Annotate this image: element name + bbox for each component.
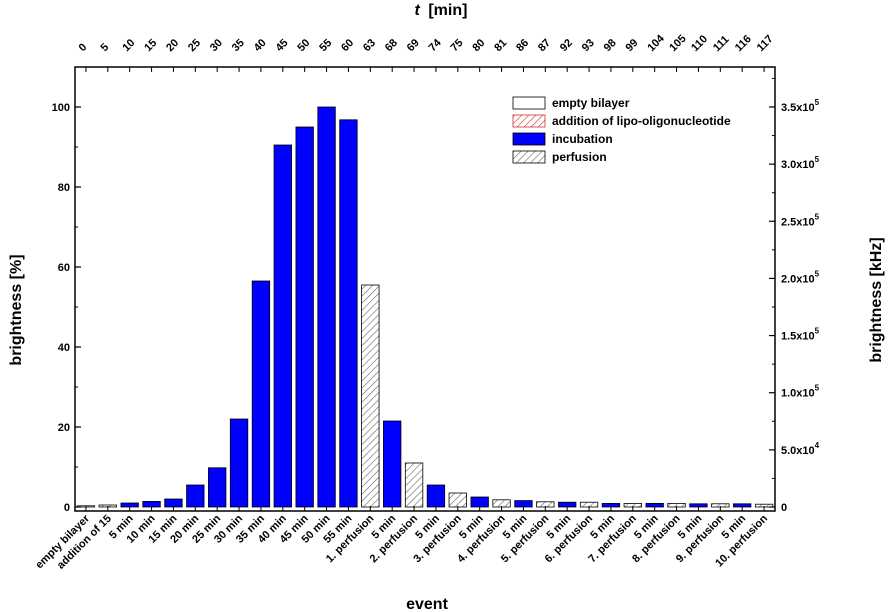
y2-tick-exponent: 5 — [815, 212, 820, 221]
y-tick-label: 80 — [58, 182, 70, 194]
bar-incubation — [339, 119, 358, 508]
legend-label-addition: addition of lipo-oligonucleotide — [552, 114, 731, 128]
y2-tick-label: 3.5x105 — [781, 98, 820, 114]
y2-tick-exponent: 5 — [815, 269, 820, 278]
legend-label-incubation: incubation — [552, 132, 613, 146]
top-tick-label: 55 — [317, 37, 334, 54]
top-tick-label: 104 — [645, 32, 667, 54]
plot-frame — [74, 66, 776, 512]
bar-incubation — [251, 280, 271, 508]
top-axis-title-symbol: t — [415, 2, 421, 19]
top-tick-label: 10 — [120, 37, 137, 54]
y-tick-label: 100 — [52, 102, 70, 114]
y2-tick-label: 0 — [781, 502, 787, 514]
top-tick-label: 40 — [252, 37, 269, 54]
y2-tick-label: 2.0x105 — [781, 269, 820, 285]
top-tick-label: 5 — [98, 41, 111, 54]
legend-swatch-incubation — [512, 132, 546, 146]
bar-perfusion — [492, 499, 511, 508]
y2-tick-exponent: 5 — [815, 327, 820, 336]
top-tick-label: 80 — [470, 37, 487, 54]
legend-swatch-perfusion — [512, 150, 546, 164]
bar-incubation — [470, 496, 489, 508]
right-axis-ticks: 0 5.0x104 1.0x105 1.5x105 2.0x105 2.5x105 3.0x… — [769, 77, 820, 514]
bar-perfusion — [448, 492, 467, 508]
legend-label-perfusion: perfusion — [552, 150, 607, 164]
y2-tick-label: 3.0x105 — [781, 155, 820, 171]
top-tick-label: 74 — [427, 36, 445, 54]
top-tick-label: 15 — [142, 37, 159, 54]
top-tick-label: 110 — [689, 33, 710, 54]
y-axis-title: brightness [%] — [8, 254, 25, 365]
top-tick-label: 63 — [361, 37, 378, 54]
top-axis-ticks: 0 5 10 15 20 25 30 35 40 45 50 55 60 63 68 69 74 75 80 81 86… — [77, 32, 776, 72]
bar-incubation — [273, 144, 292, 508]
top-tick-label: 111 — [711, 34, 732, 55]
bar-perfusion — [404, 462, 424, 508]
top-tick-label: 0 — [77, 41, 90, 54]
top-tick-label: 98 — [602, 37, 619, 54]
top-axis-title: t [min] — [415, 2, 468, 19]
bar-incubation — [426, 484, 446, 508]
y2-tick-exponent: 5 — [815, 155, 820, 164]
y2-tick-label: 5.0x104 — [781, 441, 820, 457]
y2-axis-title: brightness [kHz] — [868, 237, 885, 362]
y2-tick-label: 1.5x105 — [781, 327, 820, 343]
top-tick-label: 30 — [208, 37, 225, 54]
legend-label-empty: empty bilayer — [552, 96, 630, 110]
left-axis-ticks: 0 20 40 60 80 100 — [52, 102, 81, 514]
y2-tick-exponent: 5 — [815, 98, 820, 107]
bars-group — [76, 106, 774, 508]
bar-incubation — [164, 498, 183, 508]
top-tick-label: 50 — [295, 37, 312, 54]
top-tick-label: 117 — [755, 33, 776, 54]
bar-incubation — [383, 420, 402, 508]
top-axis-title-unit: [min] — [428, 2, 467, 19]
bar-incubation — [229, 418, 249, 508]
y2-tick-exponent: 5 — [815, 384, 820, 393]
legend-swatch-empty — [512, 96, 546, 110]
y2-tick-exponent: 4 — [815, 441, 820, 450]
top-tick-label: 45 — [273, 37, 290, 54]
bar-incubation — [295, 126, 314, 508]
top-tick-label: 69 — [405, 37, 422, 54]
y-tick-label: 60 — [58, 262, 70, 274]
top-tick-label: 68 — [383, 37, 400, 54]
top-tick-label: 86 — [514, 37, 531, 54]
top-tick-label: 87 — [536, 37, 553, 54]
top-tick-label: 20 — [164, 37, 181, 54]
x-axis-title: event — [406, 596, 448, 612]
top-tick-label: 99 — [623, 37, 640, 54]
bar-incubation — [317, 106, 336, 508]
bar-incubation — [208, 467, 227, 508]
top-tick-label: 60 — [339, 37, 356, 54]
y-tick-label: 0 — [64, 502, 70, 514]
legend-swatch-addition — [512, 114, 546, 128]
bar-perfusion — [361, 284, 380, 508]
top-tick-label: 35 — [230, 37, 247, 54]
top-tick-label: 25 — [186, 37, 203, 54]
legend: empty bilayer addition of lipo-oligonucle… — [512, 96, 731, 164]
y-tick-label: 20 — [58, 422, 70, 434]
top-tick-label: 116 — [733, 33, 754, 54]
top-tick-label: 93 — [580, 37, 597, 54]
bar-incubation — [186, 484, 205, 508]
y-tick-label: 40 — [58, 342, 70, 354]
top-tick-label: 75 — [448, 37, 465, 54]
top-tick-label: 81 — [492, 37, 509, 54]
top-tick-label: 92 — [558, 37, 575, 54]
top-tick-label: 105 — [667, 33, 688, 54]
y2-tick-label: 1.0x105 — [781, 384, 820, 400]
y2-tick-label: 2.5x105 — [781, 212, 820, 228]
